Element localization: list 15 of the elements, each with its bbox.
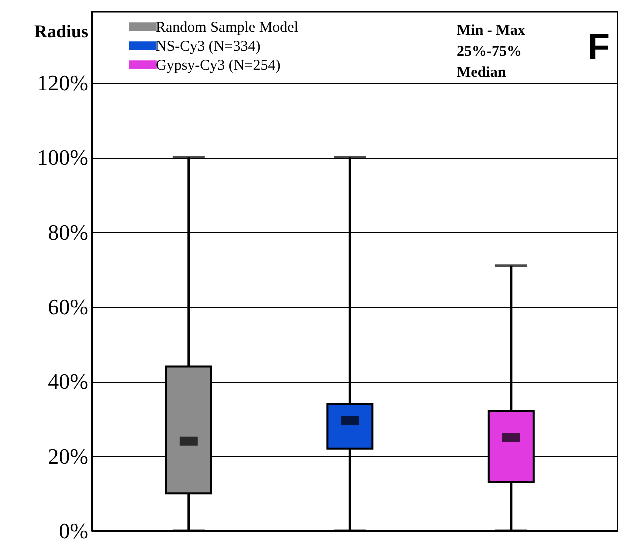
y-tick-label: 40%	[48, 369, 88, 394]
annotation: 25%-75%	[457, 44, 522, 60]
y-tick-label: 0%	[59, 518, 88, 543]
annotation: Median	[457, 65, 507, 81]
y-tick-label: 20%	[48, 444, 88, 469]
y-axis-title: Radius	[34, 22, 88, 42]
annotation: F	[588, 26, 610, 67]
legend-label: NS-Cy3 (N=334)	[156, 39, 261, 55]
legend-label: Random Sample Model	[156, 20, 298, 36]
annotation: Min - Max	[457, 23, 526, 39]
y-tick-label: 80%	[48, 220, 88, 245]
y-tick-label: 60%	[48, 294, 88, 320]
y-tick-label: 120%	[37, 70, 88, 96]
y-tick-label: 100%	[37, 145, 88, 170]
legend-label: Gypsy-Cy3 (N=254)	[156, 58, 281, 74]
